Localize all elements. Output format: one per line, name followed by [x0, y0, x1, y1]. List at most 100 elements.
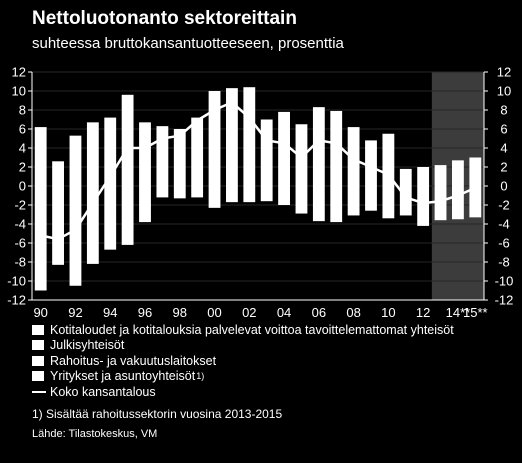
- bar-negative: [295, 186, 308, 214]
- bar-positive: [34, 127, 47, 186]
- source: Lähde: Tilastokeskus, VM: [32, 428, 158, 440]
- bar-negative: [52, 186, 64, 265]
- bar-negative: [121, 186, 134, 245]
- total-line: [40, 101, 476, 241]
- footnote-marker: 1): [196, 371, 205, 382]
- bar-positive: [330, 110, 343, 186]
- bar-positive: [226, 88, 238, 186]
- bar-positive: [365, 140, 377, 186]
- y-tick-label: 10: [12, 84, 26, 99]
- bar-positive: [104, 117, 117, 186]
- y-tick-label: 2: [19, 160, 26, 175]
- bar-positive: [295, 124, 308, 186]
- bar-negative: [156, 186, 169, 198]
- y-tick-label: -12: [495, 293, 514, 308]
- y-tick-label: -10: [495, 274, 514, 289]
- y-tick-label: 0: [500, 179, 507, 194]
- bar-negative: [330, 186, 343, 223]
- bar-positive: [69, 135, 82, 186]
- y-tick-label: -8: [14, 255, 26, 270]
- bar-positive: [191, 117, 204, 186]
- y-tick-label: 8: [19, 103, 26, 118]
- x-tick-label: 00: [207, 305, 221, 320]
- legend-label: Koko kansantalous: [50, 384, 156, 399]
- grid: [32, 71, 484, 301]
- legend-item-total: Koko kansantalous: [32, 384, 454, 400]
- x-tick-label: 94: [103, 305, 117, 320]
- y-ticks-left: -12 -10 -8 -6 -4 -2 0 2 4 6 8 10 12: [7, 65, 32, 308]
- y-tick-label: -2: [14, 198, 26, 213]
- bar-negative: [243, 186, 256, 203]
- y-tick-label: 6: [500, 122, 507, 137]
- legend-item-households: Kotitaloudet ja kotitalouksia palvelevat…: [32, 322, 454, 338]
- x-tick-label: 08: [346, 305, 360, 320]
- y-tick-label: -4: [14, 217, 26, 232]
- x-tick-label: 90: [33, 305, 47, 320]
- chart-subtitle: suhteessa bruttokansantuotteeseen, prose…: [32, 35, 344, 52]
- bar-positive: [382, 133, 395, 186]
- bar-negative: [260, 186, 273, 202]
- bar-negative: [278, 186, 290, 205]
- legend-item-corporations: Yritykset ja asuntoyhteisöt 1): [32, 369, 454, 385]
- bar-positive: [173, 129, 186, 186]
- bar-negative: [417, 186, 430, 226]
- bar-negative: [399, 186, 412, 216]
- legend: Kotitaloudet ja kotitalouksia palvelevat…: [32, 322, 454, 400]
- legend-label: Yritykset ja asuntoyhteisöt: [50, 369, 196, 384]
- x-ticks: 90 92 94 96 98 00 02 04 06 08 10 12 14**15**: [33, 305, 487, 320]
- bar-positive: [243, 87, 256, 186]
- bar-negative: [382, 186, 395, 219]
- x-tick-label: 04: [277, 305, 291, 320]
- bar-positive: [260, 119, 273, 186]
- bar-negative: [104, 186, 117, 250]
- bar-negative: [139, 186, 151, 223]
- bar-negative: [452, 186, 464, 220]
- y-ticks-right: -12 -10 -8 -6 -4 -2 0 2 4 6 8 10 12: [484, 65, 513, 308]
- y-tick-label: 4: [500, 141, 507, 156]
- x-tick-label: 10: [381, 305, 395, 320]
- y-tick-label: -4: [498, 217, 510, 232]
- bar-positive: [121, 94, 134, 186]
- x-tick-label: 98: [173, 305, 187, 320]
- bar-negative: [347, 186, 360, 216]
- bar-negative: [226, 186, 238, 203]
- y-tick-label: 6: [19, 122, 26, 137]
- bar-negative: [469, 186, 482, 218]
- legend-label: Kotitaloudet ja kotitalouksia palvelevat…: [50, 322, 454, 337]
- y-tick-label: -12: [7, 293, 26, 308]
- y-tick-label: -6: [498, 236, 510, 251]
- bar-negative: [434, 186, 447, 221]
- bar-positive: [434, 165, 447, 186]
- legend-line-swatch: [32, 390, 46, 393]
- legend-swatch: [32, 355, 44, 366]
- bar-positive: [278, 111, 290, 186]
- bar-negative: [191, 186, 204, 198]
- x-tick-label: 92: [68, 305, 82, 320]
- bar-positive: [417, 167, 430, 186]
- y-tick-label: -2: [498, 198, 510, 213]
- bar-positive: [399, 168, 412, 186]
- bar-positive: [469, 157, 482, 186]
- x-tick-label: 02: [242, 305, 256, 320]
- legend-item-financial: Rahoitus- ja vakuutuslaitokset: [32, 353, 454, 369]
- x-tick-label: 06: [312, 305, 326, 320]
- y-tick-label: 10: [497, 84, 511, 99]
- y-tick-label: 2: [500, 160, 507, 175]
- bar-negative: [69, 186, 82, 286]
- y-tick-label: -8: [498, 255, 510, 270]
- footnote: 1) Sisältää rahoitussektorin vuosina 201…: [32, 407, 283, 421]
- bar-positive: [347, 127, 360, 186]
- y-tick-label: -10: [7, 274, 26, 289]
- x-tick-label: 12: [416, 305, 430, 320]
- legend-label: Julkisyhteisöt: [50, 338, 125, 353]
- legend-swatch: [32, 324, 44, 335]
- bar-negative: [365, 186, 377, 211]
- y-tick-label: 12: [497, 65, 511, 80]
- bar-positive: [156, 126, 169, 186]
- x-tick-label: 15**: [463, 305, 488, 320]
- x-tick-label: 14**: [446, 305, 471, 320]
- legend-label: Rahoitus- ja vakuutuslaitokset: [50, 353, 217, 368]
- bar-positive: [139, 122, 151, 186]
- x-tick-label: 96: [138, 305, 152, 320]
